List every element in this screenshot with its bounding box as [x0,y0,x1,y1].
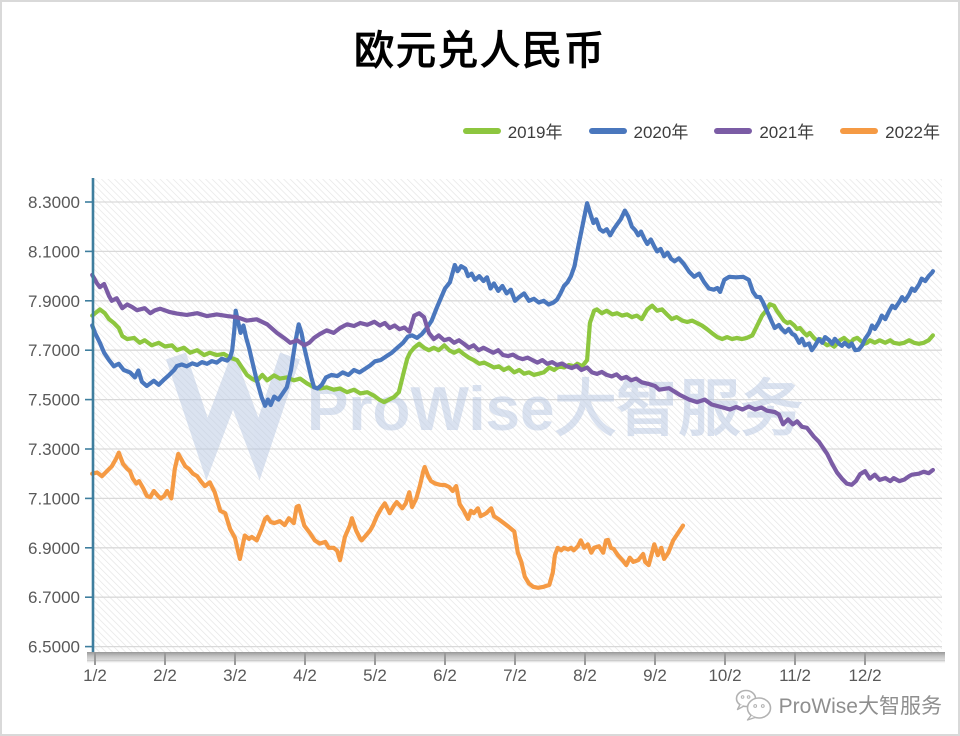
legend-swatch-2019 [462,127,501,134]
legend-label: 2022年 [885,123,940,142]
x-tick-label: 12/2 [848,666,881,685]
x-tick-label: 7/2 [503,666,527,685]
center-watermark-text: ProWise大智服务 [307,375,803,444]
prowise-logo-icon [166,350,300,481]
y-tick-label: 7.9000 [28,292,80,311]
series-line-2020年 [90,201,936,408]
plot-area-hatch [92,179,942,652]
x-axis: 1/2 2/2 3/2 4/2 5/2 6/2 7/2 8/2 9/2 10/2 11/2 12/2 [83,652,945,685]
series-line-2021年 [90,272,936,487]
x-tick-label: 6/2 [433,666,457,685]
y-tick-label: 7.7000 [28,341,80,360]
x-tick-label: 4/2 [293,666,317,685]
legend-item-2022[interactable]: 2022年 [840,118,940,143]
legend-item-2020[interactable]: 2020年 [588,118,689,143]
corner-watermark-text: ProWise大智服务 [778,695,942,718]
y-axis: 8.3000 8.1000 7.9000 7.7000 7.5000 7.3000 7.10… [28,178,95,659]
y-tick-label: 8.1000 [28,242,80,261]
y-tick-label: 7.1000 [28,489,80,508]
x-tick-label: 3/2 [223,666,247,685]
y-tick-label: 7.3000 [28,440,80,459]
series-line-2022年 [90,450,686,590]
data-series [90,201,936,590]
legend-label: 2019年 [507,123,563,142]
legend-item-2021[interactable]: 2021年 [714,118,814,143]
x-tick-label: 1/2 [83,666,107,685]
legend-swatch-2021 [714,127,753,134]
wechat-icon [735,689,771,721]
y-tick-label: 6.9000 [28,539,80,558]
legend: 2019年 2020年 2021年 2022年 [462,118,940,143]
x-tick-label: 5/2 [363,666,387,685]
x-tick-label: 10/2 [708,666,741,685]
x-tick-label: 11/2 [779,666,811,685]
corner-watermark: ProWise大智服务 [735,688,942,722]
legend-swatch-2022 [840,127,879,134]
chart-title: 欧元兑人民币 [354,28,606,73]
y-tick-label: 8.3000 [28,193,80,212]
y-tick-label: 7.5000 [28,391,80,410]
x-tick-label: 8/2 [573,666,597,685]
center-watermark: ProWise大智服务 [166,350,803,481]
legend-label: 2020年 [633,123,689,142]
legend-label: 2021年 [759,123,815,142]
legend-item-2019[interactable]: 2019年 [462,118,563,143]
legend-swatch-2020 [588,127,627,134]
x-tick-label: 2/2 [153,666,177,685]
x-tick-label: 9/2 [643,666,667,685]
y-tick-label: 6.5000 [28,638,80,657]
y-tick-label: 6.7000 [28,588,80,607]
